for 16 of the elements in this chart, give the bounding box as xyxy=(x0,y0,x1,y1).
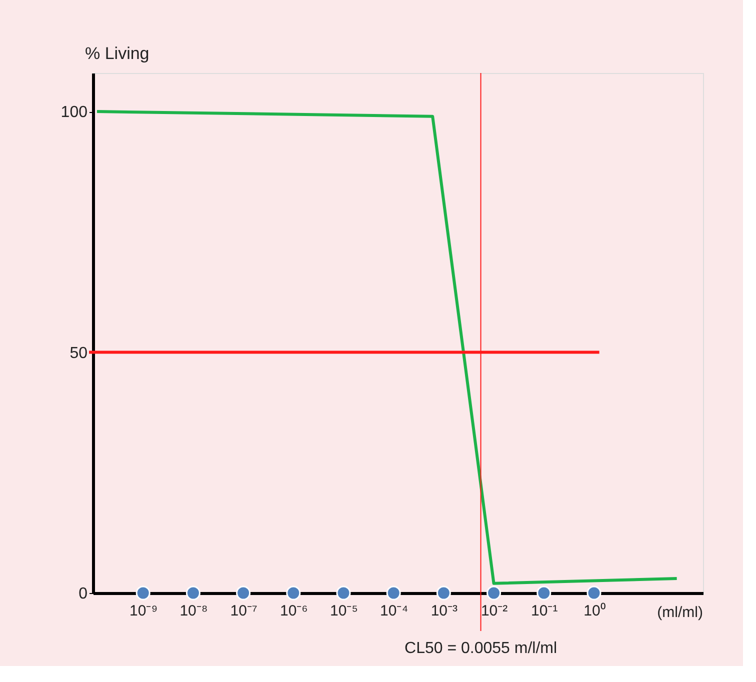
ref-line-label: CL50 = 0.0055 m/l/ml xyxy=(404,640,558,657)
x-tick-label: 10⁻⁴ xyxy=(380,602,408,620)
x-tick-label: 10⁻⁸ xyxy=(180,602,208,620)
x-tick-label: 10⁻⁹ xyxy=(130,602,158,620)
y-tick-label: 100 xyxy=(60,104,88,122)
x-tick-label: 10⁻³ xyxy=(430,602,458,620)
y-axis-title: % Living xyxy=(85,44,150,63)
x-tick-label: 10⁻⁶ xyxy=(280,602,308,620)
x-tick-label: 10⁻⁷ xyxy=(230,602,258,620)
x-tick-label: 10⁰ xyxy=(584,602,606,620)
y-tick-label: 0 xyxy=(78,586,88,602)
x-tick-label: 10⁻² xyxy=(480,602,508,620)
y-tick-label: 50 xyxy=(70,344,88,362)
x-axis-title: (ml/ml) xyxy=(657,604,703,621)
x-tick-label: 10⁻⁵ xyxy=(330,602,358,620)
x-tick-label: 10⁻¹ xyxy=(531,602,558,620)
